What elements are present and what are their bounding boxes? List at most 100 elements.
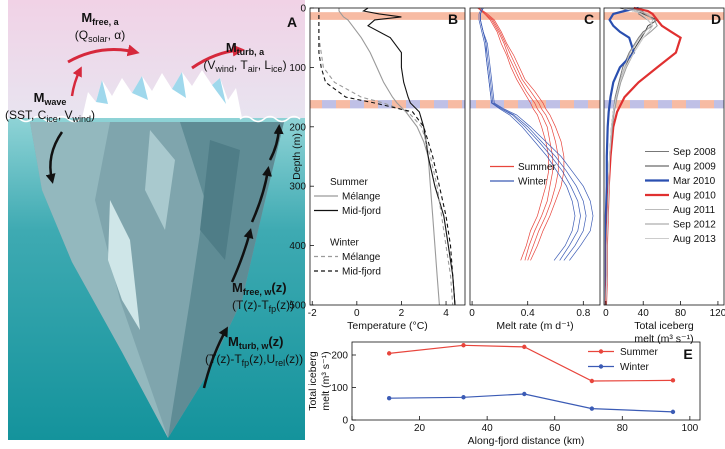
subscript: wind xyxy=(72,114,92,124)
profile-line xyxy=(479,8,575,260)
annotation-text: ) xyxy=(283,58,287,72)
x-axis-label: Temperature (°C) xyxy=(347,320,428,332)
x-tick-label: 0 xyxy=(349,423,355,434)
y-tick-label: 200 xyxy=(289,122,306,133)
point xyxy=(671,378,675,382)
x-tick-label: 2 xyxy=(399,308,405,319)
x-tick-label: 40 xyxy=(482,423,494,434)
x-tick-label: 0.8 xyxy=(576,308,590,319)
annotation-text: (z) xyxy=(268,334,283,349)
x-tick-label: 4 xyxy=(443,308,449,319)
x-tick-label: 20 xyxy=(414,423,426,434)
x-tick-label: 40 xyxy=(638,308,650,319)
subscript: fp xyxy=(242,358,250,368)
subscript: wind xyxy=(214,64,234,74)
profile-line xyxy=(480,8,586,260)
y-axis-label: melt (m³ s⁻¹) xyxy=(320,351,332,410)
x-axis-label: Total iceberg xyxy=(634,320,694,332)
profile-line xyxy=(606,8,681,305)
point xyxy=(522,345,526,349)
profile-line xyxy=(479,8,564,260)
y-axis-label: Total iceberg xyxy=(307,351,319,411)
point xyxy=(461,343,465,347)
annotation-text: M xyxy=(232,280,243,295)
subscript: turb, w xyxy=(239,341,269,351)
plot-frame xyxy=(470,8,600,305)
y-tick-label: 200 xyxy=(331,351,348,362)
subscript: turb, a xyxy=(237,47,265,57)
annotation-text: (T(z)-T xyxy=(205,352,242,366)
subscript: ice xyxy=(271,64,283,74)
subscript: rel xyxy=(275,358,285,368)
profile-line xyxy=(606,8,657,305)
profile-line xyxy=(480,8,593,260)
annotation-text: (z)) xyxy=(285,352,303,366)
series-line xyxy=(389,394,673,412)
point xyxy=(590,379,594,383)
x-axis-label: melt (m³ s⁻¹) xyxy=(634,333,693,345)
legend-label: Mélange xyxy=(342,252,381,263)
panel-label: C xyxy=(584,11,594,27)
annotation-text: (Q xyxy=(75,28,88,42)
x-tick-label: 0 xyxy=(354,308,360,319)
annotation-text: (z),U xyxy=(249,352,275,366)
subscript: ice xyxy=(46,114,58,124)
legend-label: Mid-fjord xyxy=(342,267,381,278)
profile-line xyxy=(479,8,553,260)
legend-label: Aug 2013 xyxy=(673,234,716,245)
annotation-text: ) xyxy=(91,108,95,122)
annotation: (T(z)-Tfp(z)) xyxy=(232,298,294,314)
legend-label: Aug 2010 xyxy=(673,191,716,202)
subscript: fp xyxy=(269,304,277,314)
legend-label: Winter xyxy=(518,177,548,188)
y-tick-label: 300 xyxy=(289,182,306,193)
point xyxy=(522,392,526,396)
subscript: wave xyxy=(43,97,66,107)
legend-label: Winter xyxy=(620,362,650,373)
legend-label: Mid-fjord xyxy=(342,206,381,217)
figure: A Mfree, a(Qsolar, α)Mturb, a(Vwind, Tai… xyxy=(0,0,725,449)
point xyxy=(461,395,465,399)
annotation-text: M xyxy=(226,40,237,55)
x-axis-label: Along-fjord distance (km) xyxy=(468,435,585,447)
y-tick-label: 400 xyxy=(289,241,306,252)
legend-marker xyxy=(599,349,603,353)
annotation-text: (V xyxy=(203,58,215,72)
legend-marker xyxy=(599,364,603,368)
legend-label: Mar 2010 xyxy=(673,176,716,187)
x-tick-label: 0 xyxy=(469,308,475,319)
point xyxy=(671,410,675,414)
annotation-text: (T(z)-T xyxy=(232,298,269,312)
profile-line xyxy=(480,8,580,260)
annotation-text: , V xyxy=(58,108,73,122)
annotation-text: M xyxy=(228,334,239,349)
x-tick-label: 100 xyxy=(682,423,699,434)
annotation-text: , L xyxy=(258,58,272,72)
profile-line xyxy=(319,8,455,305)
legend-label: Sep 2012 xyxy=(673,220,716,231)
y-tick-label: 100 xyxy=(331,383,348,394)
panel-label: B xyxy=(448,11,458,27)
subscript: air xyxy=(248,64,258,74)
x-tick-label: 0 xyxy=(603,308,609,319)
annotation-text: , T xyxy=(234,58,248,72)
annotation-text: (z) xyxy=(271,280,286,295)
subscript: free, a xyxy=(92,17,120,27)
panel-label: D xyxy=(711,11,721,27)
profile-line xyxy=(479,8,558,260)
subscript: solar xyxy=(88,34,108,44)
annotation-text: M xyxy=(34,90,45,105)
legend-label: Sep 2008 xyxy=(673,147,716,158)
x-tick-label: 80 xyxy=(617,423,629,434)
legend-title: Summer xyxy=(330,177,368,188)
annotation-text: M xyxy=(81,10,92,25)
x-tick-label: 60 xyxy=(549,423,561,434)
y-tick-label: 500 xyxy=(289,301,306,312)
legend-label: Summer xyxy=(620,347,658,358)
legend-label: Mélange xyxy=(342,192,381,203)
subscript: free, w xyxy=(243,287,273,297)
x-tick-label: 0.4 xyxy=(521,308,535,319)
panel-label: E xyxy=(683,346,692,362)
y-tick-label: 100 xyxy=(289,63,306,74)
legend-label: Summer xyxy=(518,162,556,173)
